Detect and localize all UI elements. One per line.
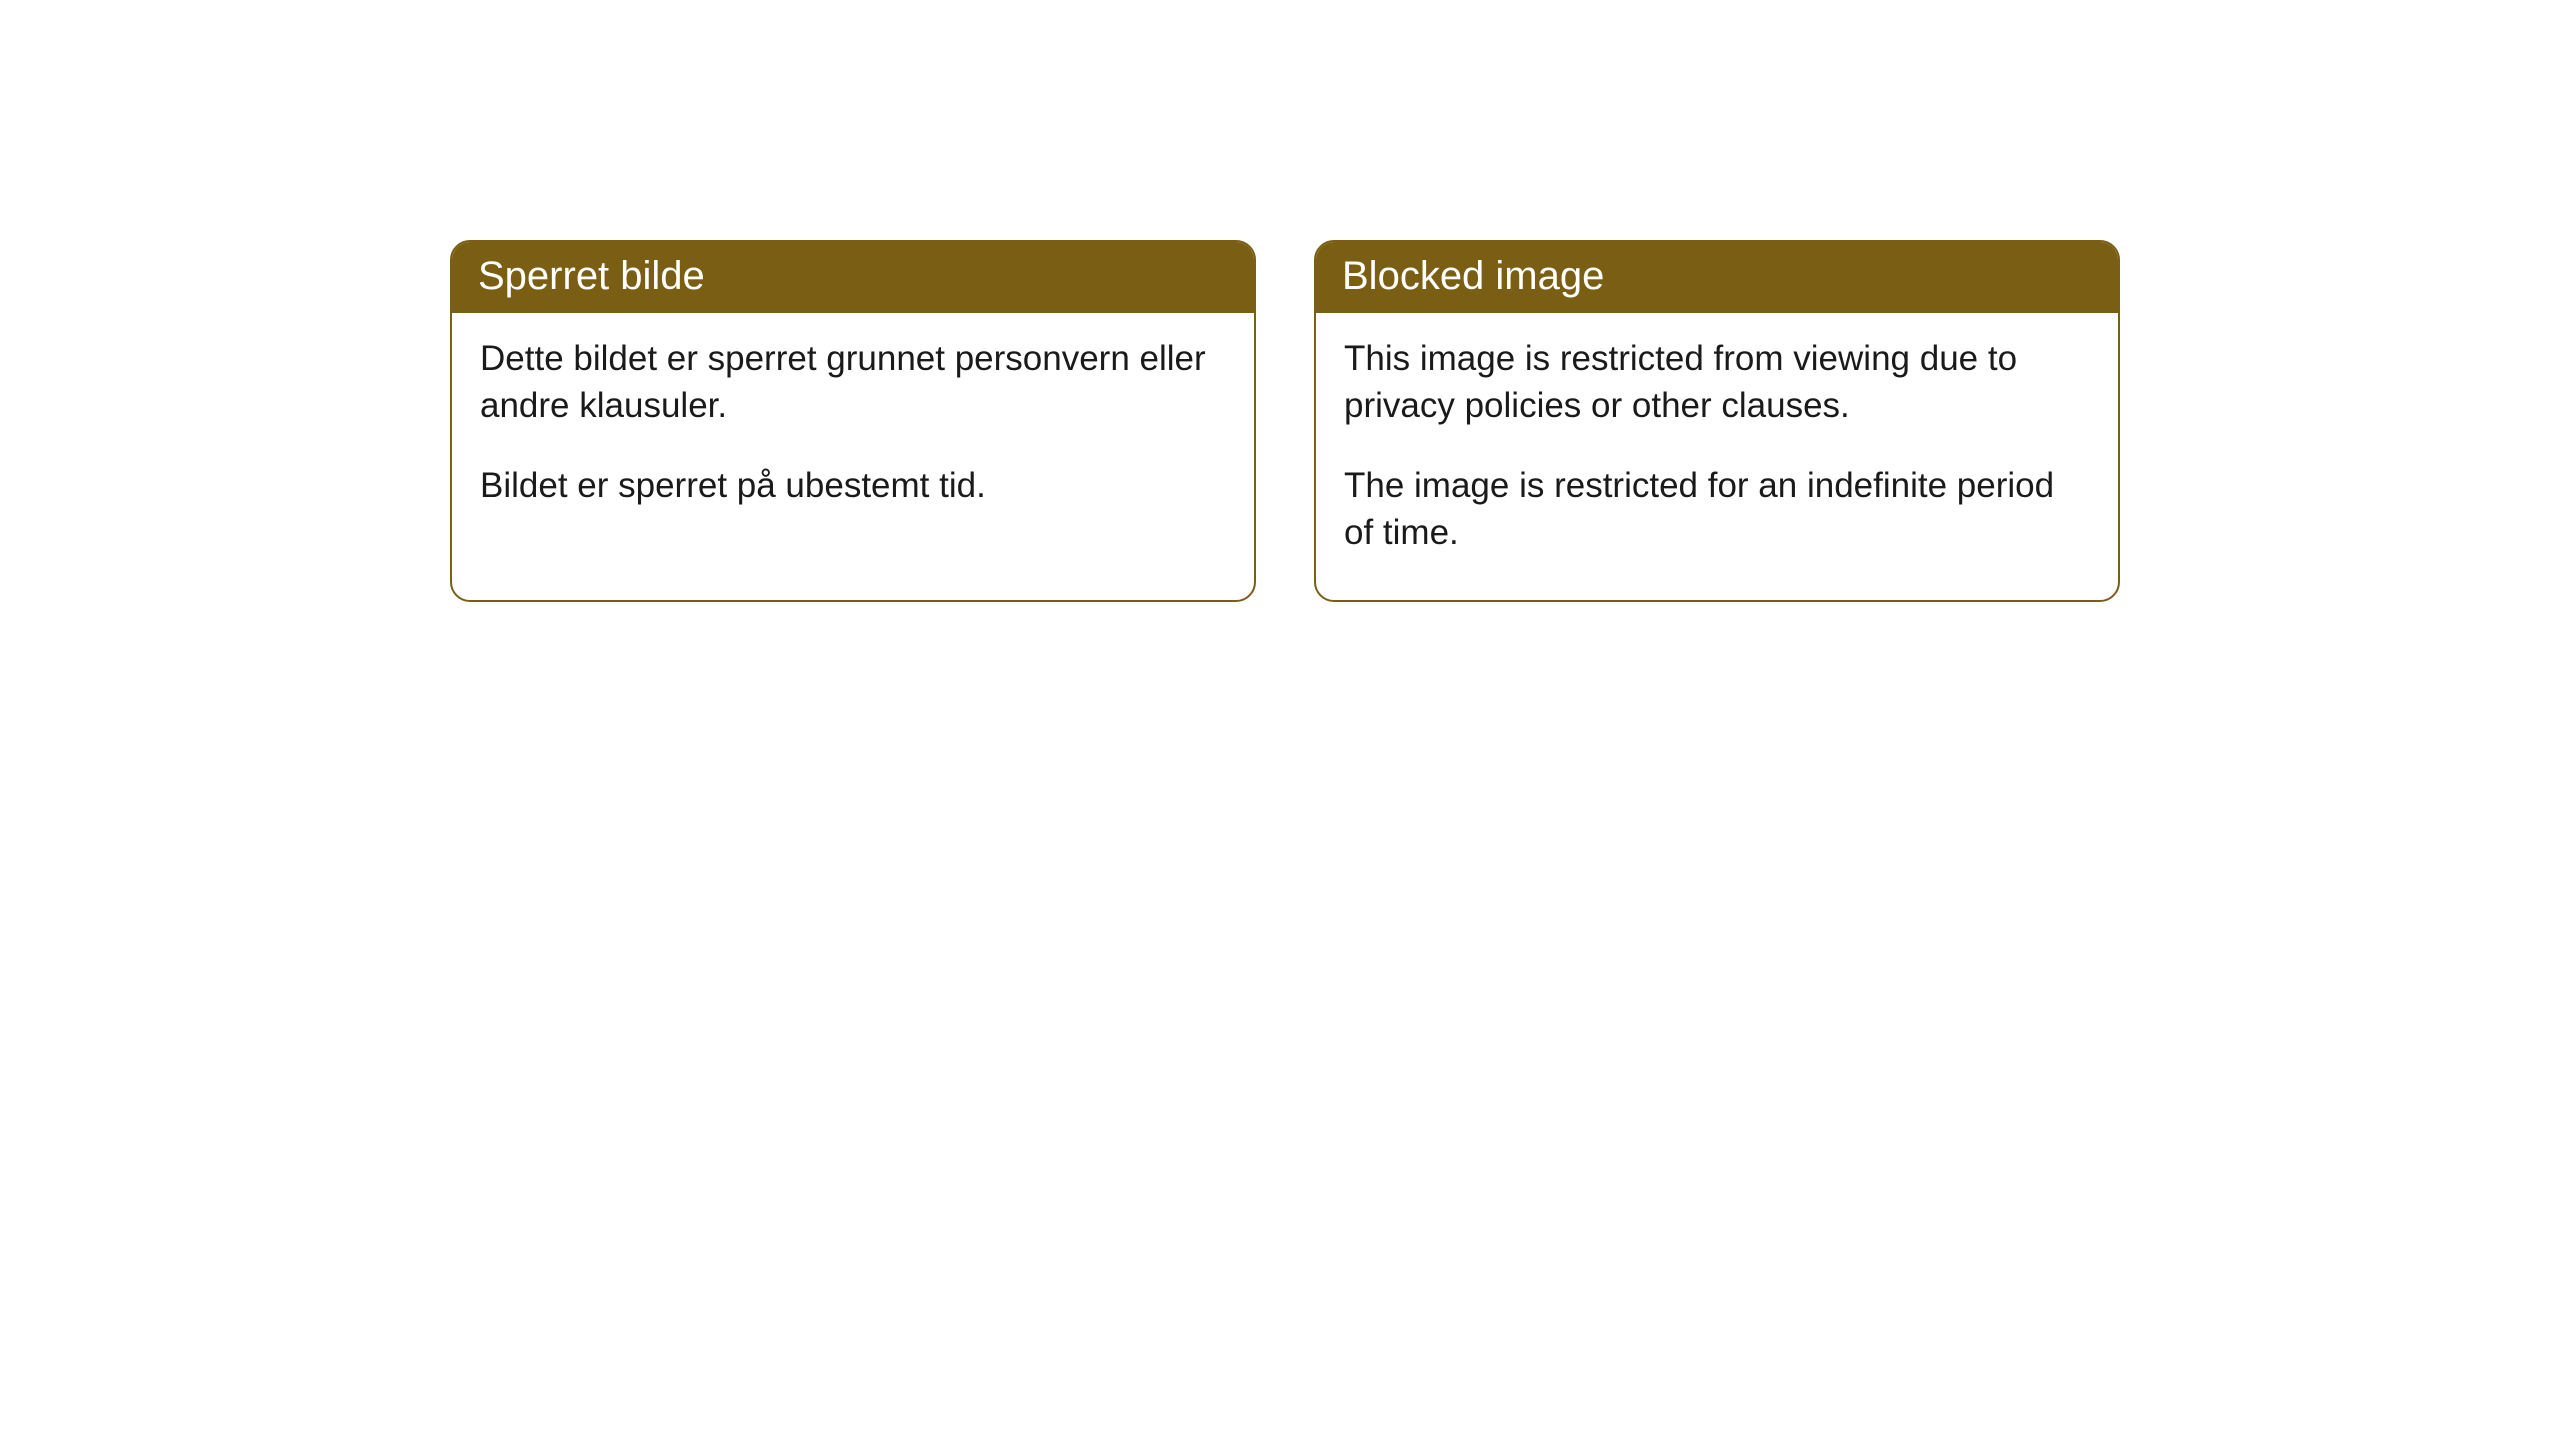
card-paragraph: Bildet er sperret på ubestemt tid. bbox=[480, 462, 1226, 509]
blocked-image-card-no: Sperret bilde Dette bildet er sperret gr… bbox=[450, 240, 1256, 602]
blocked-image-card-en: Blocked image This image is restricted f… bbox=[1314, 240, 2120, 602]
card-body-en: This image is restricted from viewing du… bbox=[1316, 313, 2118, 600]
card-paragraph: This image is restricted from viewing du… bbox=[1344, 335, 2090, 430]
cards-container: Sperret bilde Dette bildet er sperret gr… bbox=[0, 0, 2560, 602]
card-title-en: Blocked image bbox=[1316, 242, 2118, 313]
card-body-no: Dette bildet er sperret grunnet personve… bbox=[452, 313, 1254, 553]
card-title-no: Sperret bilde bbox=[452, 242, 1254, 313]
card-paragraph: Dette bildet er sperret grunnet personve… bbox=[480, 335, 1226, 430]
card-paragraph: The image is restricted for an indefinit… bbox=[1344, 462, 2090, 557]
